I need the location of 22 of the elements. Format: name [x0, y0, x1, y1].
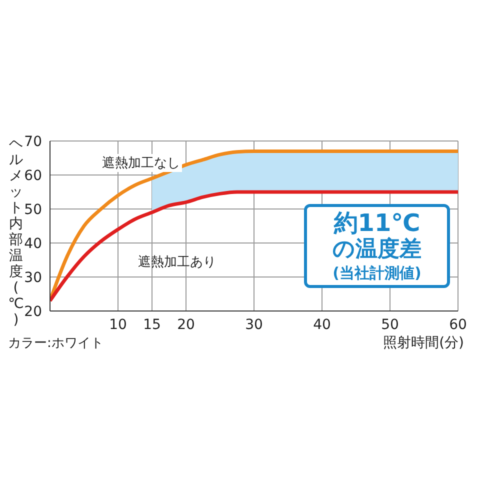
x-tick-label: 20 — [177, 316, 195, 333]
annotation: (当社計測値) — [332, 263, 422, 283]
annotation: 遮熱加工あり — [138, 254, 216, 271]
annotation: の温度差 — [332, 237, 422, 263]
y-tick-label: 20 — [24, 304, 42, 320]
text: ヘルメット内部温度(℃) — [8, 136, 24, 328]
x-tick-label: 40 — [313, 316, 331, 333]
y-tick-label: 30 — [24, 270, 42, 286]
x-axis-title: 照射時間(分) — [383, 334, 464, 352]
y-tick-label: 40 — [24, 236, 42, 252]
annotation: 約11℃ — [332, 209, 422, 237]
y-tick-label: 50 — [24, 202, 42, 218]
y-tick-label: 60 — [24, 168, 42, 184]
annotation: 遮熱加工なし — [100, 154, 182, 172]
x-tick-label: 30 — [245, 316, 263, 333]
y-tick-label: 70 — [24, 134, 42, 150]
text: カラー:ホワイト — [8, 335, 104, 352]
x-tick-label: 50 — [381, 316, 399, 333]
x-tick-label: 10 — [109, 316, 127, 333]
x-tick-label: 60 — [449, 316, 467, 333]
x-tick-label: 15 — [143, 316, 161, 333]
line-series — [50, 190, 458, 303]
